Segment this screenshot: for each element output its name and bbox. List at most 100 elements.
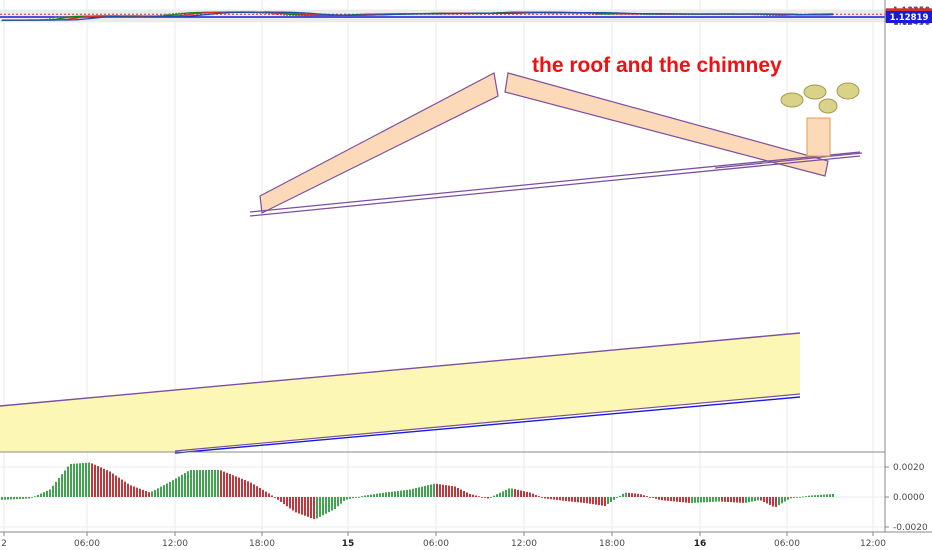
- osc-bar: [436, 483, 438, 497]
- osc-bar: [310, 497, 312, 518]
- osc-bar: [709, 497, 711, 502]
- osc-bar: [361, 496, 363, 497]
- osc-bar: [238, 477, 240, 497]
- osc-bar: [31, 497, 33, 498]
- candle-body: [277, 14, 279, 16]
- candle-body: [61, 16, 63, 18]
- oscillator-histogram: [1, 462, 834, 520]
- roof-right: [504, 72, 829, 177]
- osc-bar: [730, 497, 732, 503]
- osc-bar: [463, 491, 465, 497]
- osc-bar: [652, 497, 654, 498]
- candle-body: [772, 15, 774, 17]
- osc-bar: [358, 496, 360, 498]
- osc-bar: [565, 497, 567, 502]
- x-tick-label: 12:00: [162, 539, 188, 549]
- x-tick-label: 06:00: [74, 539, 100, 549]
- osc-bar: [775, 497, 777, 507]
- osc-bar: [373, 494, 375, 497]
- osc-bar: [73, 463, 75, 497]
- osc-bar: [160, 486, 162, 497]
- osc-bar: [517, 489, 519, 497]
- osc-bar: [727, 497, 729, 502]
- osc-bar: [598, 497, 600, 506]
- osc-bar: [697, 497, 699, 503]
- osc-bar: [151, 491, 153, 497]
- osc-bar: [706, 497, 708, 503]
- osc-bar: [187, 471, 189, 497]
- osc-bar: [631, 493, 633, 497]
- osc-bar: [370, 494, 372, 497]
- osc-bar: [61, 474, 63, 497]
- osc-bar: [4, 497, 6, 500]
- osc-bar: [253, 484, 255, 497]
- osc-bar: [478, 496, 480, 498]
- osc-bar: [214, 470, 216, 497]
- candle-body: [298, 15, 300, 17]
- osc-bar: [427, 485, 429, 497]
- osc-bar: [127, 483, 129, 497]
- oscillator-axis[interactable]: 0.0020 0.0000 -0.0020: [885, 463, 928, 533]
- osc-bar: [352, 497, 354, 499]
- osc-bar: [784, 497, 786, 502]
- osc-bar: [82, 463, 84, 497]
- osc-bar: [271, 495, 273, 497]
- osc-bar: [505, 489, 507, 497]
- osc-bar: [223, 471, 225, 497]
- osc-bar: [637, 493, 639, 497]
- osc-bar: [166, 483, 168, 497]
- osc-bar: [148, 492, 150, 497]
- osc-bar: [808, 495, 810, 497]
- time-axis[interactable]: 2 06:00 12:00 18:00 15 06:00 12:00 18:00 16 06:00…: [1, 532, 886, 549]
- osc-bar: [400, 490, 402, 497]
- osc-bar: [754, 497, 756, 501]
- osc-bar: [304, 497, 306, 516]
- osc-bar: [193, 470, 195, 497]
- osc-bar: [64, 470, 66, 497]
- osc-bar: [790, 497, 792, 499]
- osc-bar: [424, 485, 426, 497]
- candle-body: [754, 14, 756, 16]
- osc-bar: [43, 492, 45, 497]
- osc-bar: [607, 497, 609, 504]
- osc-bar: [355, 497, 357, 498]
- osc-bar: [391, 491, 393, 497]
- osc-bar: [766, 497, 768, 504]
- osc-bar: [331, 497, 333, 511]
- osc-bar: [241, 478, 243, 497]
- osc-bar: [163, 485, 165, 497]
- osc-bar: [499, 492, 501, 497]
- osc-bar: [265, 491, 267, 497]
- osc-bar: [511, 488, 513, 497]
- osc-bar: [544, 497, 546, 499]
- osc-bar: [16, 497, 18, 500]
- osc-bar: [307, 497, 309, 517]
- osc-bar: [826, 494, 828, 497]
- osc-bar: [88, 462, 90, 497]
- osc-bar: [628, 492, 630, 497]
- osc-bar: [334, 497, 336, 509]
- osc-bar: [586, 497, 588, 504]
- osc-bar: [454, 486, 456, 497]
- osc-bar: [547, 497, 549, 499]
- osc-bar: [418, 487, 420, 497]
- osc-bar: [448, 485, 450, 497]
- osc-bar: [10, 497, 12, 500]
- smoke-puff: [818, 98, 838, 114]
- osc-bar: [274, 497, 276, 498]
- osc-bar: [322, 497, 324, 516]
- osc-bar: [169, 482, 171, 497]
- osc-bar: [616, 497, 618, 498]
- osc-bar: [568, 497, 570, 502]
- osc-bar: [433, 483, 435, 497]
- osc-bar: [739, 497, 741, 503]
- osc-bar: [553, 497, 555, 500]
- candle-body: [280, 14, 282, 16]
- osc-bar: [472, 494, 474, 497]
- osc-bar: [316, 497, 318, 519]
- osc-bar: [229, 474, 231, 497]
- osc-bar: [256, 486, 258, 497]
- osc-bar: [199, 470, 201, 497]
- osc-bar: [106, 470, 108, 497]
